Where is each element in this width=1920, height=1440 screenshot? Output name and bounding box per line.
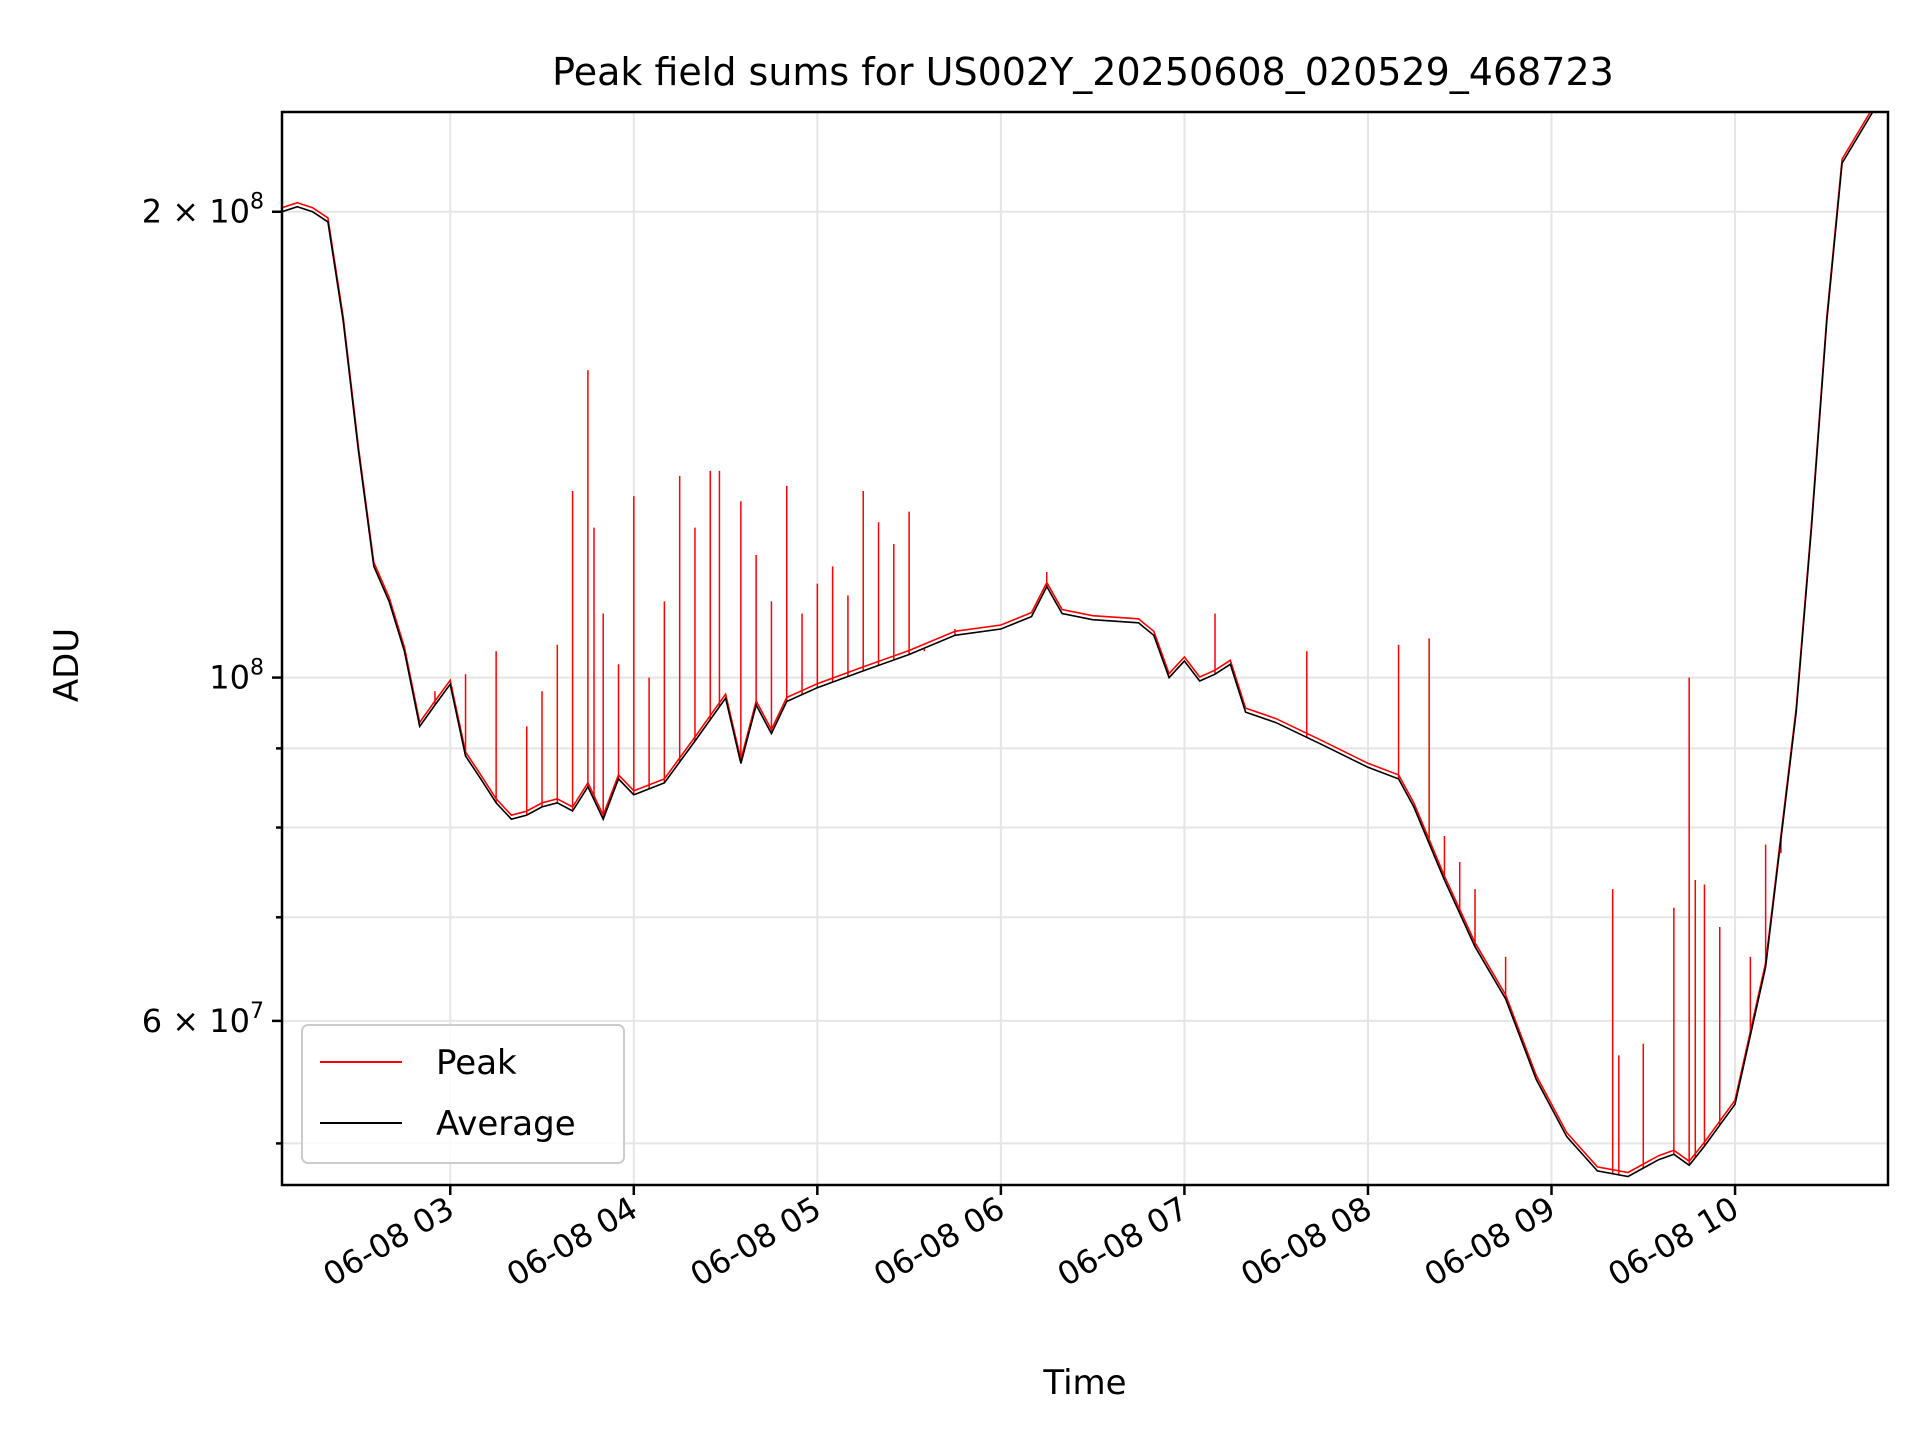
x-axis: 06-08 03 06-08 04 06-08 05 06-08 06 06-08 07… bbox=[317, 1185, 1745, 1294]
x-tick-label: 06-08 09 bbox=[1418, 1189, 1562, 1294]
plot-area bbox=[282, 112, 1874, 1178]
y-axis: 6 × 107 108 2 × 108 bbox=[142, 190, 282, 1145]
average-series-line bbox=[282, 112, 1874, 1178]
x-tick-label: 06-08 08 bbox=[1234, 1189, 1378, 1294]
y-axis-label: ADU bbox=[47, 628, 87, 702]
plot-frame bbox=[280, 110, 1890, 1187]
x-tick-label: 06-08 05 bbox=[684, 1189, 828, 1294]
legend-box bbox=[301, 1024, 625, 1164]
grid bbox=[282, 112, 1888, 1185]
x-tick-label: 06-08 06 bbox=[867, 1189, 1011, 1294]
x-tick-label: 06-08 07 bbox=[1051, 1189, 1195, 1294]
y-tick-label: 108 bbox=[209, 656, 264, 697]
x-axis-label: Time bbox=[1042, 1363, 1126, 1403]
legend-peak-label: Peak bbox=[436, 1043, 517, 1083]
x-tick-label: 06-08 03 bbox=[317, 1189, 461, 1294]
x-tick-label: 06-08 04 bbox=[500, 1189, 644, 1294]
legend: Peak Average bbox=[301, 1024, 625, 1164]
chart-title: Peak field sums for US002Y_20250608_0205… bbox=[552, 50, 1614, 94]
y-tick-label: 6 × 107 bbox=[142, 999, 264, 1040]
y-tick-label: 2 × 108 bbox=[142, 190, 264, 231]
x-tick-label: 06-08 10 bbox=[1601, 1189, 1745, 1294]
legend-average-label: Average bbox=[436, 1104, 576, 1144]
peak-series-line bbox=[282, 112, 1872, 1174]
